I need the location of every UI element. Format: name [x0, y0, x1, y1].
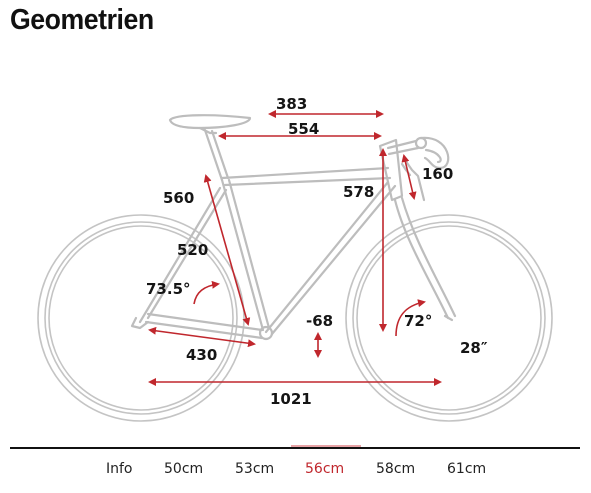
tab-info[interactable]: Info [106, 461, 133, 477]
page-title: Geometrien [10, 4, 154, 36]
tab-divider [10, 447, 580, 449]
dim-label-578: 578 [343, 183, 374, 201]
dim-label-383: 383 [276, 95, 307, 113]
front-wheel [345, 214, 553, 422]
dim-label-554: 554 [288, 120, 319, 138]
tab-50cm[interactable]: 50cm [164, 461, 204, 477]
rear-wheel [37, 214, 245, 422]
size-tab-bar: Info 50cm 53cm 56cm 58cm 61cm [0, 445, 591, 493]
dim-label-wheel-size: 28″ [460, 339, 488, 357]
tab-58cm[interactable]: 58cm [376, 461, 416, 477]
active-tab-indicator [291, 445, 361, 447]
dim-label-1021: 1021 [270, 390, 312, 408]
tab-53cm[interactable]: 53cm [235, 461, 275, 477]
dim-label-560: 560 [163, 189, 194, 207]
bike-frame [130, 114, 457, 341]
dim-label-bb-drop: -68 [306, 312, 333, 330]
dim-label-160: 160 [422, 165, 453, 183]
dim-label-520: 520 [177, 241, 208, 259]
dim-label-seat-angle: 73.5° [146, 280, 191, 298]
dim-label-430: 430 [186, 346, 217, 364]
dimension-lines [148, 110, 442, 386]
bike-geometry-diagram: 383 554 560 578 160 520 73.5° -68 72° 28… [37, 95, 553, 422]
dim-label-head-angle: 72° [404, 312, 432, 330]
tab-56cm[interactable]: 56cm [305, 461, 345, 477]
tab-61cm[interactable]: 61cm [447, 461, 487, 477]
